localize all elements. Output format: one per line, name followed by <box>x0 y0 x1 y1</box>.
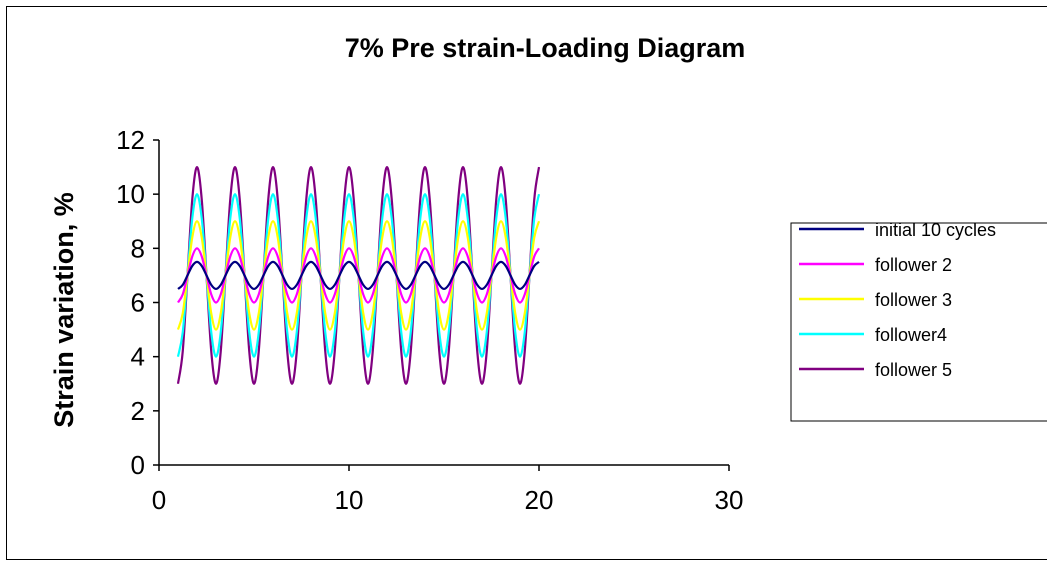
series-group <box>176 165 541 385</box>
legend-label: follower 5 <box>875 360 952 380</box>
series-line-0 <box>177 260 540 291</box>
y-tick-label: 12 <box>116 125 145 155</box>
y-tick-label: 8 <box>131 233 145 263</box>
legend: initial 10 cycles follower 2 follower 3 fol… <box>790 220 1047 422</box>
y-tick-label: 10 <box>116 179 145 209</box>
y-axis-label: Strain variation, % <box>49 192 79 428</box>
y-tick-label: 4 <box>131 342 145 372</box>
y-tick-label: 0 <box>131 450 145 480</box>
legend-items: initial 10 cycles follower 2 follower 3 fol… <box>799 220 996 380</box>
x-tick-label: 0 <box>152 485 166 515</box>
legend-label: follower 3 <box>875 290 952 310</box>
legend-label: initial 10 cycles <box>875 220 996 240</box>
y-tick-label: 2 <box>131 396 145 426</box>
y-tick-label: 6 <box>131 288 145 318</box>
y-axis-ticks: 0 2 4 6 8 10 12 <box>116 125 159 480</box>
legend-box <box>790 222 1047 422</box>
x-axis-ticks: 0 10 20 30 <box>152 465 744 515</box>
legend-label: follower 2 <box>875 255 952 275</box>
legend-label: follower4 <box>875 325 947 345</box>
x-tick-label: 20 <box>525 485 554 515</box>
x-tick-label: 10 <box>335 485 364 515</box>
x-tick-label: 30 <box>715 485 744 515</box>
chart-title: 7% Pre strain-Loading Diagram <box>345 33 746 63</box>
